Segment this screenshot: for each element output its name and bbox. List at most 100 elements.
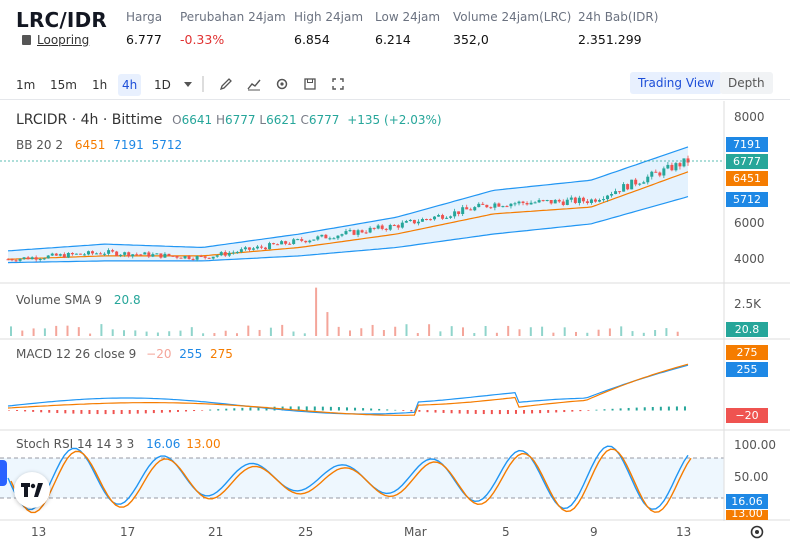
candle <box>380 225 384 229</box>
candle <box>147 252 151 257</box>
macd-histogram-bar <box>112 410 115 415</box>
macd-histogram-bar <box>128 410 131 414</box>
sidebar-toggle[interactable] <box>0 460 7 486</box>
macd-histogram-bar <box>402 410 405 411</box>
candle <box>203 256 207 258</box>
candle <box>70 253 74 255</box>
candle <box>300 239 304 241</box>
candle <box>364 232 368 234</box>
candle <box>332 238 336 240</box>
macd-histogram-bar <box>257 407 260 411</box>
candle <box>308 240 312 243</box>
dropdown-icon[interactable] <box>180 76 196 92</box>
candle <box>368 227 372 233</box>
macd-histogram-bar <box>193 410 196 412</box>
candle <box>115 251 119 256</box>
candle <box>74 253 78 255</box>
time-axis-label: 13 <box>31 525 47 539</box>
macd-histogram-bar <box>144 410 147 414</box>
volume-bar <box>202 333 205 336</box>
macd-histogram-bar <box>426 410 429 413</box>
interval-15m[interactable]: 15m <box>50 78 77 92</box>
indicator-icon[interactable] <box>246 76 262 92</box>
volume-bar <box>552 332 555 336</box>
candle <box>175 256 179 258</box>
candle <box>119 254 123 256</box>
rsi-axis-label: 100.00 <box>734 438 776 452</box>
macd-histogram-bar <box>627 407 630 411</box>
candle <box>441 215 445 219</box>
macd-histogram-bar <box>16 410 19 411</box>
candle <box>400 222 404 228</box>
chart-toolbar: 1m 15m 1h 4h 1D <box>0 70 790 100</box>
candle <box>296 239 300 241</box>
macd-histogram-bar <box>579 410 582 412</box>
symbol-legend: LRCIDR · 4h · Bittime O6641 H6777 L6621 … <box>16 112 442 128</box>
macd-histogram-bar <box>233 408 236 411</box>
interval-1m[interactable]: 1m <box>16 78 36 92</box>
candle <box>453 211 457 217</box>
macd-histogram-bar <box>354 407 357 411</box>
bb-basis-line <box>7 171 689 260</box>
interval-4h[interactable]: 4h <box>118 74 142 96</box>
candle <box>107 250 111 254</box>
candle <box>424 219 428 221</box>
candle <box>614 191 618 195</box>
volume-bar <box>665 328 668 336</box>
candle <box>78 253 82 255</box>
candle <box>658 172 662 176</box>
rsi-k-tag: 16.06 <box>726 494 768 509</box>
coin-link[interactable]: Loopring <box>22 33 89 47</box>
price-chart[interactable] <box>0 101 790 548</box>
candle <box>328 238 332 240</box>
volume-bar <box>134 330 137 336</box>
macd-histogram-bar <box>104 410 107 415</box>
volume-bar <box>416 333 419 336</box>
toolbar-divider <box>202 76 204 92</box>
macd-signal-tag: 275 <box>726 345 768 360</box>
candle <box>82 254 86 256</box>
macd-histogram-bar <box>56 410 59 414</box>
depth-button[interactable]: Depth <box>720 72 773 94</box>
volume-bar <box>676 331 679 336</box>
draw-icon[interactable] <box>218 76 234 92</box>
rsi-legend: Stoch RSI 14 14 3 3 16.06 13.00 <box>16 437 221 451</box>
candle <box>602 199 606 201</box>
settings-icon[interactable] <box>274 76 290 92</box>
candle <box>465 207 469 210</box>
interval-1d[interactable]: 1D <box>154 78 171 92</box>
candle <box>529 202 533 205</box>
volume-bar <box>575 331 577 336</box>
save-icon[interactable] <box>302 76 318 92</box>
volume-bar <box>179 330 182 336</box>
candle <box>372 227 376 229</box>
macd-histogram-bar <box>345 407 348 411</box>
interval-1h[interactable]: 1h <box>92 78 108 92</box>
macd-histogram-bar <box>571 410 574 412</box>
candle <box>461 207 465 215</box>
chart-settings-icon[interactable] <box>748 523 766 541</box>
time-axis-label: 13 <box>676 525 692 539</box>
candle <box>46 255 50 259</box>
candle <box>416 221 420 224</box>
candle <box>593 199 597 202</box>
candle <box>143 252 147 255</box>
macd-histogram-bar <box>611 408 614 411</box>
time-axis-label: 25 <box>298 525 314 539</box>
trading-view-button[interactable]: Trading View <box>630 72 723 94</box>
macd-histogram-bar <box>506 410 509 415</box>
candle <box>670 164 674 171</box>
rsi-axis-label: 50.00 <box>734 470 769 484</box>
candle <box>26 257 30 260</box>
macd-histogram-bar <box>603 409 606 411</box>
candle <box>231 252 235 254</box>
time-axis-label: Mar <box>404 525 427 539</box>
candle <box>537 200 541 203</box>
macd-histogram-bar <box>490 410 493 415</box>
macd-histogram-bar <box>651 406 654 411</box>
fullscreen-icon[interactable] <box>330 76 346 92</box>
volume-bar <box>247 325 250 336</box>
candle <box>18 258 22 261</box>
stat-volume: Volume 24jam(LRC) 352,0 <box>453 10 572 47</box>
candle <box>428 219 432 221</box>
